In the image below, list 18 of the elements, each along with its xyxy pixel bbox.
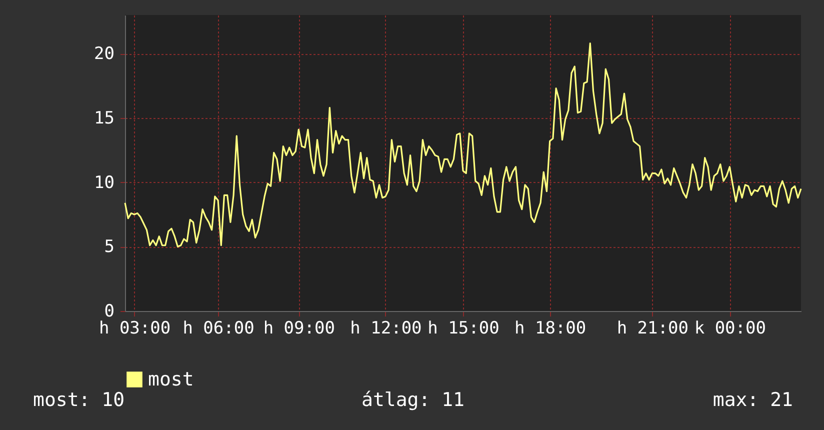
text: átlag: 11 (362, 389, 464, 411)
x-tick-label: h 15:00 (428, 318, 500, 338)
x-tick-label: h 03:00 (98, 318, 171, 338)
text: max: 21 (712, 389, 793, 411)
x-tick-label: k 00:00 (694, 318, 766, 338)
legend-label: most (148, 368, 194, 390)
y-tick-label: 20 (94, 44, 114, 64)
text: most: 10 (33, 389, 125, 411)
x-tick-label: h 12:00 (350, 318, 422, 338)
y-tick-label: 0 (104, 302, 114, 322)
y-tick-label: 5 (104, 237, 114, 258)
y-tick-label: 10 (94, 172, 114, 193)
x-tick-label: h 18:00 (514, 318, 586, 338)
x-tick-label: h 06:00 (182, 318, 254, 338)
x-tick-label: h 09:00 (263, 318, 335, 338)
line-series (124, 42, 802, 248)
x-tick-label: h 21:00 (616, 318, 688, 338)
y-tick-label: 15 (94, 108, 114, 128)
